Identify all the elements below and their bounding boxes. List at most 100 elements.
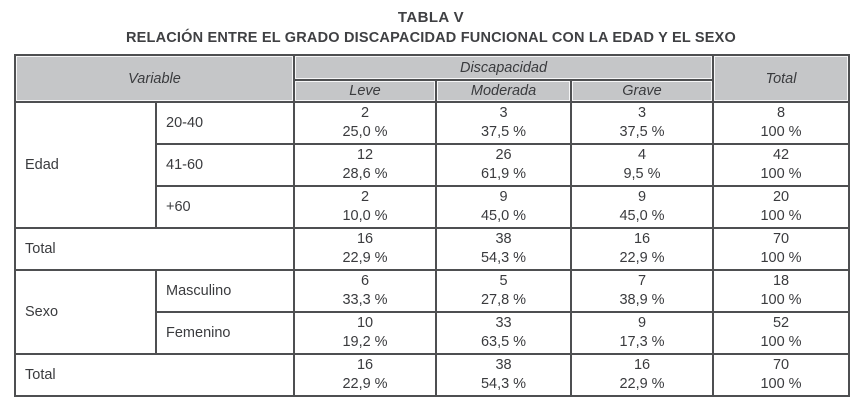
cell-percent: 33,3 %	[342, 292, 388, 308]
data-cell: 16 22,9 %	[570, 227, 715, 271]
data-cell: 38 54,3 %	[435, 227, 573, 271]
data-cell: 7 38,9 %	[570, 269, 715, 313]
row-label: +60	[154, 185, 296, 229]
cell-percent: 22,9 %	[342, 250, 388, 266]
row-label-total: Total	[13, 353, 296, 397]
cell-percent: 54,3 %	[480, 376, 527, 392]
cell-count: 10	[356, 315, 374, 331]
cell-count: 5	[499, 273, 508, 289]
data-cell: 2 25,0 %	[293, 101, 438, 145]
row-label: 41-60	[154, 143, 296, 187]
header-total: Total	[712, 54, 851, 103]
cell-percent: 61,9 %	[480, 166, 527, 182]
cell-percent: 22,9 %	[619, 250, 665, 266]
cell-percent: 63,5 %	[480, 334, 527, 350]
disability-age-sex-table: Variable Discapacidad Total Leve Moderad…	[13, 54, 851, 397]
data-cell: 70 100 %	[712, 227, 851, 271]
cell-percent: 37,5 %	[619, 124, 665, 140]
cell-percent: 100 %	[760, 166, 802, 182]
cell-percent: 100 %	[760, 250, 802, 266]
cell-percent: 45,0 %	[619, 208, 665, 224]
cell-count: 38	[495, 231, 512, 247]
cell-count: 2	[360, 189, 370, 205]
cell-count: 26	[495, 147, 512, 163]
header-variable: Variable	[13, 54, 296, 103]
cell-count: 7	[637, 273, 647, 289]
table-subtitle: RELACIÓN ENTRE EL GRADO DISCAPACIDAD FUN…	[125, 30, 737, 46]
data-cell: 5 27,8 %	[435, 269, 573, 313]
cell-count: 42	[772, 147, 790, 163]
data-cell: 42 100 %	[712, 143, 851, 187]
data-cell: 3 37,5 %	[570, 101, 715, 145]
data-cell: 9 45,0 %	[570, 185, 715, 229]
cell-count: 16	[356, 231, 374, 247]
data-cell: 18 100 %	[712, 269, 851, 313]
table-row: Sexo Masculino 6 33,3 % 5 27,8 % 7 38,9 …	[14, 269, 851, 355]
cell-count: 70	[772, 357, 790, 373]
data-cell: 16 22,9 %	[293, 227, 438, 271]
cell-percent: 100 %	[760, 334, 802, 350]
cell-count: 12	[356, 147, 374, 163]
row-label: 20-40	[154, 101, 296, 145]
data-cell: 9 45,0 %	[435, 185, 573, 229]
cell-count: 18	[772, 273, 790, 289]
data-cell: 12 28,6 %	[293, 143, 438, 187]
table-caption: TABLA V RELACIÓN ENTRE EL GRADO DISCAPAC…	[0, 0, 862, 47]
data-cell: 52 100 %	[712, 311, 851, 355]
cell-percent: 27,8 %	[480, 292, 527, 308]
data-cell: 70 100 %	[712, 353, 851, 397]
cell-count: 16	[356, 357, 374, 373]
data-cell: 4 9,5 %	[570, 143, 715, 187]
header-discapacidad: Discapacidad	[293, 54, 715, 81]
cell-count: 2	[360, 105, 370, 121]
cell-count: 38	[495, 357, 512, 373]
cell-percent: 54,3 %	[480, 250, 527, 266]
data-cell: 33 63,5 %	[435, 311, 573, 355]
cell-count: 9	[637, 189, 647, 205]
cell-count: 6	[360, 273, 370, 289]
data-cell: 3 37,5 %	[435, 101, 573, 145]
data-cell: 2 10,0 %	[293, 185, 438, 229]
cell-percent: 100 %	[760, 292, 802, 308]
row-label: Femenino	[154, 311, 296, 355]
cell-count: 52	[772, 315, 790, 331]
cell-count: 9	[637, 315, 647, 331]
cell-percent: 10,0 %	[342, 208, 388, 224]
cell-count: 4	[637, 147, 647, 163]
table-row: Edad 20-40 2 25,0 % 3 37,5 % 3 37,5 % 8 …	[14, 101, 851, 229]
cell-count: 9	[499, 189, 508, 205]
cell-percent: 38,9 %	[619, 292, 665, 308]
header-moderada: Moderada	[435, 79, 573, 103]
row-label: Masculino	[154, 269, 296, 313]
cell-count: 3	[637, 105, 647, 121]
data-cell: 8 100 %	[712, 101, 851, 145]
cell-percent: 17,3 %	[619, 334, 665, 350]
group-label-edad: Edad	[14, 101, 157, 229]
data-cell: 6 33,3 %	[293, 269, 438, 313]
group-label-sexo: Sexo	[14, 269, 157, 355]
data-cell: 16 22,9 %	[293, 353, 438, 397]
cell-percent: 19,2 %	[342, 334, 388, 350]
table-number-title: TABLA V	[397, 9, 465, 26]
cell-count: 70	[772, 231, 790, 247]
cell-percent: 25,0 %	[342, 124, 388, 140]
cell-count: 8	[776, 105, 786, 121]
cell-count: 3	[499, 105, 508, 121]
table-row: 41-60 12 28,6 % 26 61,9 % 4 9,5 % 42 100…	[15, 143, 851, 187]
table-row: +60 2 10,0 % 9 45,0 % 9 45,0 % 20 100 %	[15, 185, 851, 229]
data-cell: 26 61,9 %	[435, 143, 573, 187]
cell-percent: 28,6 %	[342, 166, 388, 182]
cell-percent: 37,5 %	[480, 124, 527, 140]
cell-count: 20	[772, 189, 790, 205]
row-label-total: Total	[13, 227, 296, 271]
data-cell: 20 100 %	[712, 185, 851, 229]
table-row: Femenino 10 19,2 % 33 63,5 % 9 17,3 % 52…	[15, 311, 851, 355]
cell-count: 16	[633, 231, 651, 247]
table-row-total-edad: Total 16 22,9 % 38 54,3 % 16 22,9 % 70 1…	[13, 227, 851, 271]
cell-percent: 22,9 %	[342, 376, 388, 392]
header-grave: Grave	[570, 79, 715, 103]
cell-percent: 22,9 %	[619, 376, 665, 392]
header-leve: Leve	[293, 79, 438, 103]
data-cell: 10 19,2 %	[293, 311, 438, 355]
